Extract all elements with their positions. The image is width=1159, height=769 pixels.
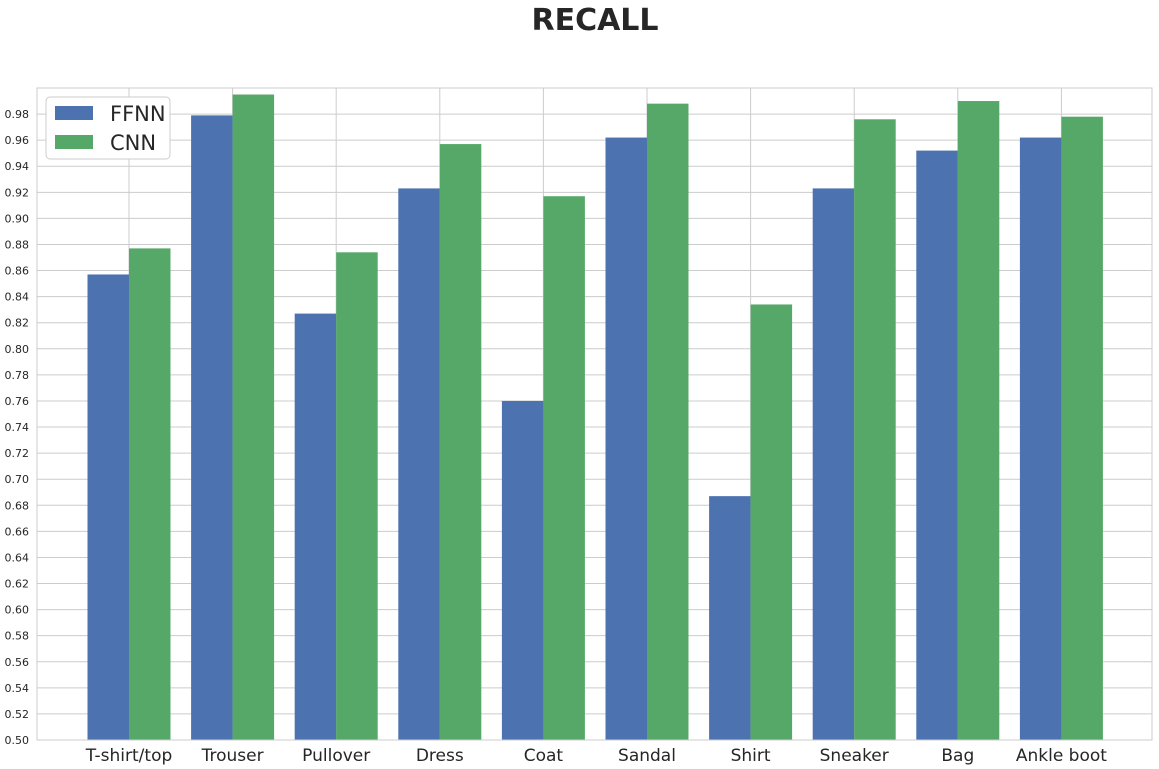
bar-ffnn-dress: [398, 188, 440, 740]
legend-swatch-cnn: [55, 135, 93, 149]
y-tick-label: 0.74: [5, 421, 30, 434]
x-tick-label: Sandal: [618, 746, 676, 766]
bar-cnn-sandal: [647, 103, 689, 740]
plot-frame: [36, 87, 1153, 741]
y-tick-label: 0.52: [5, 708, 30, 721]
x-tick-label: T-shirt/top: [85, 746, 173, 766]
bar-ffnn-trouser: [191, 115, 233, 740]
x-tick-label: Sneaker: [820, 746, 889, 766]
bar-ffnn-shirt: [709, 496, 751, 740]
y-tick-label: 0.68: [5, 499, 30, 512]
y-tick-label: 0.70: [5, 473, 30, 486]
legend-label-cnn: CNN: [110, 131, 156, 155]
y-tick-label: 0.76: [5, 395, 30, 408]
bar-ffnn-pullover: [294, 313, 337, 740]
bar-cnn-dress: [439, 144, 482, 740]
bars-group: [87, 94, 1103, 741]
bar-cnn-pullover: [336, 252, 378, 740]
y-tick-label: 0.84: [5, 291, 30, 304]
bar-ffnn-ankle-boot: [1019, 137, 1062, 740]
x-tick-label: Bag: [941, 746, 974, 766]
bar-cnn-ankle-boot: [1061, 116, 1103, 741]
y-tick-label: 0.80: [5, 343, 30, 356]
y-tick-label: 0.66: [5, 525, 30, 538]
y-tick-label: 0.56: [5, 656, 30, 669]
y-tick-label: 0.62: [5, 578, 30, 591]
x-tick-label: Coat: [524, 746, 564, 766]
bar-ffnn-sneaker: [812, 188, 855, 740]
bar-cnn-trouser: [232, 94, 275, 740]
x-tick-label: Shirt: [731, 746, 771, 766]
y-tick-label: 0.98: [5, 108, 30, 121]
bar-cnn-coat: [543, 196, 585, 740]
y-tick-label: 0.54: [5, 682, 30, 695]
y-tick-label: 0.50: [5, 734, 30, 747]
legend-swatch-ffnn: [55, 106, 93, 120]
bar-ffnn-t-shirt-top: [87, 274, 129, 740]
chart-title: RECALL: [531, 3, 658, 38]
y-tick-label: 0.64: [5, 551, 30, 564]
x-tick-labels: T-shirt/top Trouser Pullover Dress Coat Sanda…: [85, 746, 1108, 766]
bar-ffnn-bag: [916, 150, 958, 741]
y-tick-label: 0.78: [5, 369, 30, 382]
y-tick-label: 0.86: [5, 265, 30, 278]
bar-cnn-bag: [957, 101, 1000, 741]
y-tick-label: 0.94: [5, 160, 30, 173]
bar-cnn-shirt: [750, 304, 793, 740]
y-tick-label: 0.60: [5, 604, 30, 617]
bar-cnn-sneaker: [854, 119, 896, 740]
y-tick-label: 0.72: [5, 447, 30, 460]
y-tick-label: 0.82: [5, 317, 30, 330]
x-tick-label: Trouser: [201, 746, 264, 766]
bar-ffnn-coat: [501, 400, 544, 740]
y-tick-label: 0.96: [5, 134, 30, 147]
y-tick-labels: 0.50 0.52 0.54 0.56 0.58 0.60 0.62 0.64 0.66 0.68…: [5, 108, 30, 747]
y-tick-label: 0.88: [5, 238, 30, 251]
y-tick-label: 0.92: [5, 186, 30, 199]
legend-label-ffnn: FFNN: [110, 102, 166, 126]
x-tick-label: Ankle boot: [1016, 746, 1107, 766]
y-tick-label: 0.58: [5, 630, 30, 643]
y-tick-label: 0.90: [5, 212, 30, 225]
x-tick-label: Pullover: [302, 746, 370, 766]
legend: FFNN CNN: [45, 96, 171, 160]
bar-cnn-t-shirt-top: [129, 248, 171, 740]
bar-ffnn-sandal: [605, 137, 647, 740]
x-tick-label: Dress: [416, 746, 464, 766]
